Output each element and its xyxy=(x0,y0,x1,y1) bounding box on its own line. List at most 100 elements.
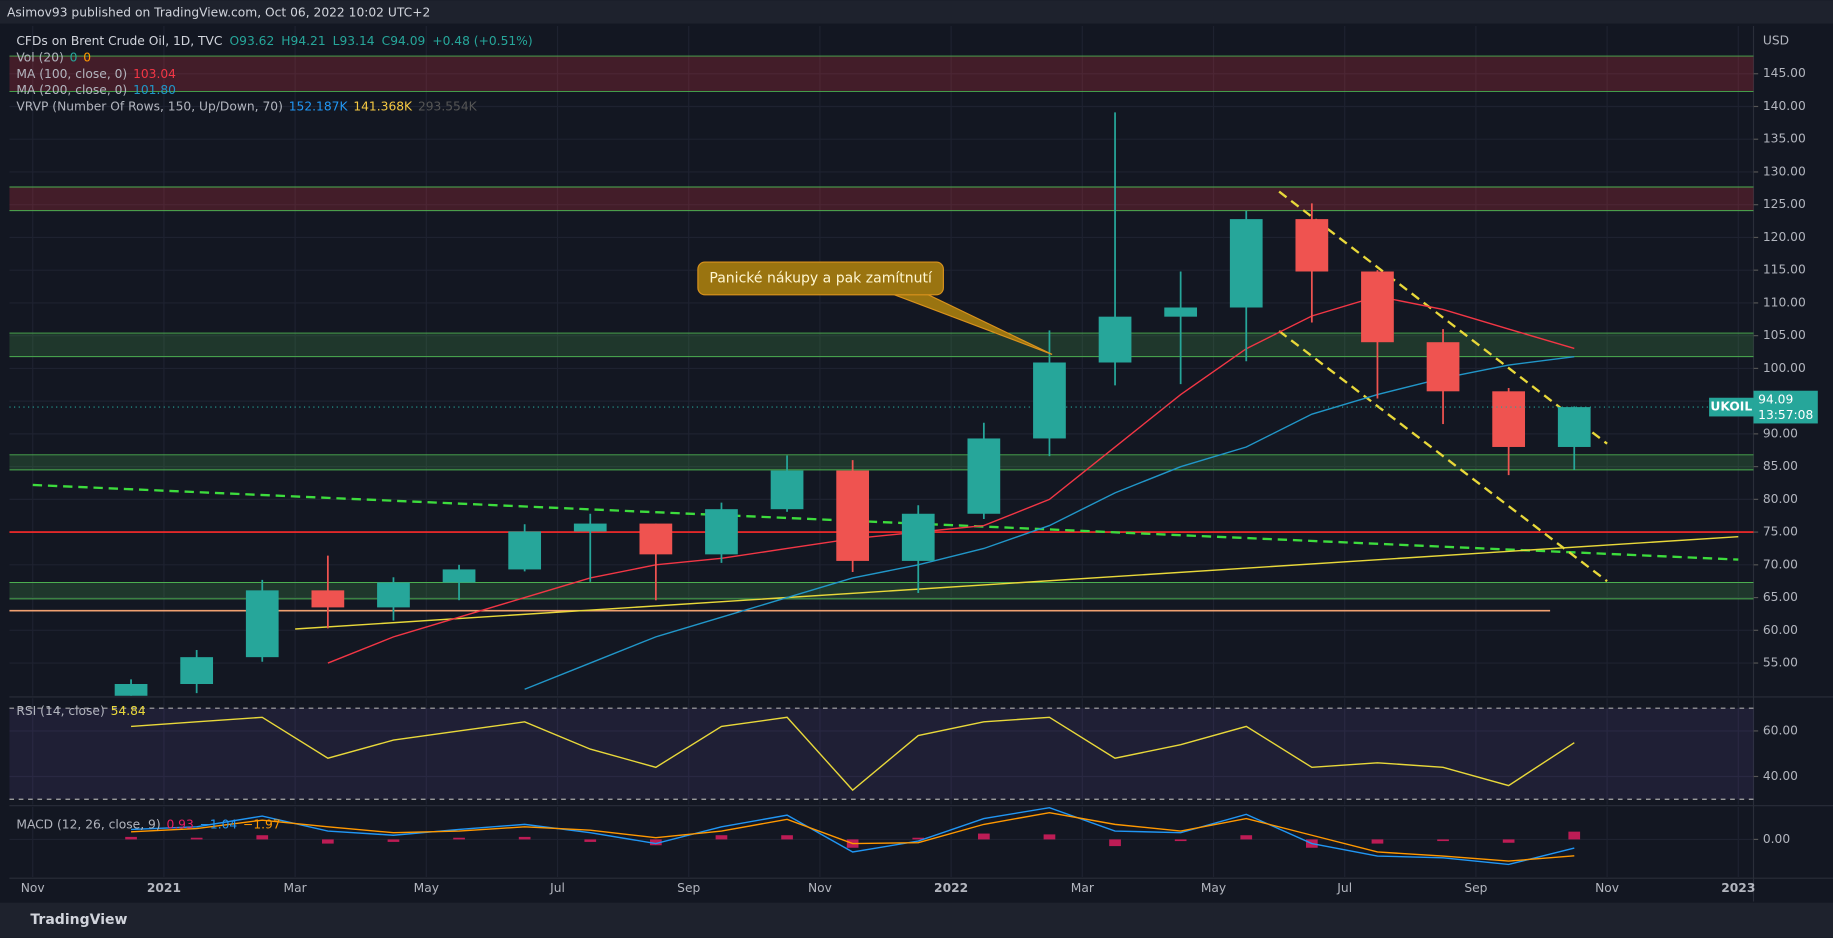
candle-body xyxy=(770,470,804,510)
y-tick-label: 60.00 xyxy=(1763,723,1798,737)
x-tick-label: Sep xyxy=(677,881,700,895)
x-tick-label: 2021 xyxy=(147,881,181,895)
zone xyxy=(9,582,1754,599)
top-bar xyxy=(0,0,1833,24)
histogram-bar xyxy=(584,839,597,842)
legend-value: −1.97 xyxy=(243,817,281,831)
histogram-bar xyxy=(1371,839,1384,844)
histogram-bar xyxy=(1502,839,1515,843)
y-tick-label: 80.00 xyxy=(1763,492,1798,506)
candle-body xyxy=(836,470,870,561)
x-tick-label: May xyxy=(1201,881,1226,895)
series-line xyxy=(131,806,1575,866)
x-tick-label: Mar xyxy=(284,881,308,895)
trendline xyxy=(32,483,1739,561)
y-tick-label: 100.00 xyxy=(1763,361,1806,375)
currency: USD xyxy=(1763,34,1789,48)
y-tick-label: 135.00 xyxy=(1763,132,1806,146)
title: CFDs on Brent Crude Oil, 1D, TVC xyxy=(16,34,222,48)
x-tick-label: Nov xyxy=(21,881,45,895)
histogram-bar xyxy=(715,835,728,840)
histogram-bar xyxy=(322,839,334,844)
histogram-bar xyxy=(1174,839,1187,842)
candle-body xyxy=(967,438,1001,514)
x-tick-label: Jul xyxy=(549,881,565,895)
ohlc-value: O93.62 xyxy=(230,34,275,48)
ohlc-value: C94.09 xyxy=(382,34,426,48)
y-tick-label: 110.00 xyxy=(1763,295,1806,309)
histogram-bar xyxy=(781,835,793,840)
candle-body xyxy=(1492,391,1526,447)
series-line xyxy=(524,355,1575,690)
candle-body xyxy=(901,513,935,561)
volume-value: 0 xyxy=(83,50,91,64)
candle-body xyxy=(1033,362,1066,439)
candle-body xyxy=(114,684,148,696)
zone xyxy=(9,454,1754,470)
candle-body xyxy=(1557,407,1591,447)
candle-body xyxy=(1295,219,1329,272)
x-tick-label: Jul xyxy=(1336,881,1352,895)
annotation: Panické nákupy a pak zamítnutí xyxy=(709,270,933,286)
ohlc-value: L93.14 xyxy=(333,34,375,48)
histogram-bar xyxy=(387,839,400,842)
histogram-bar xyxy=(978,833,990,840)
candle-body xyxy=(1426,342,1460,392)
x-tick-label: Mar xyxy=(1071,881,1095,895)
y-tick-label: 90.00 xyxy=(1763,426,1798,440)
trendline xyxy=(1278,330,1608,583)
y-tick-label: 140.00 xyxy=(1763,99,1806,113)
vrvp-value: 293.554K xyxy=(418,99,478,113)
histogram-bar xyxy=(256,835,269,840)
series-line xyxy=(131,811,1575,862)
vrvp-value: 152.187K xyxy=(289,99,349,113)
y-tick-label: 115.00 xyxy=(1763,263,1806,277)
x-tick-label: Nov xyxy=(1595,881,1619,895)
zone xyxy=(9,56,1754,92)
y-tick-label: 130.00 xyxy=(1763,164,1806,178)
histogram-bar xyxy=(1043,834,1056,840)
candle-body xyxy=(311,590,345,608)
y-tick-label: 85.00 xyxy=(1763,459,1798,473)
legend-title: CFDs on Brent Crude Oil, 1D, TVC O93.62 H9… xyxy=(16,34,532,48)
ohlc-value: H94.21 xyxy=(281,34,325,48)
x-tick-label: 2023 xyxy=(1721,881,1755,895)
candle-body xyxy=(1361,271,1394,343)
y-tick-label: 60.00 xyxy=(1763,623,1798,637)
candle-body xyxy=(1164,307,1198,317)
legend-value: 0.93 xyxy=(166,817,193,831)
histogram-bar xyxy=(1240,835,1253,840)
rsi-pane xyxy=(9,698,1754,805)
y-tick-label: 0.00 xyxy=(1763,832,1790,846)
zone xyxy=(9,333,1754,357)
legend-name: RSI (14, close) xyxy=(16,703,104,717)
x-tick-label: May xyxy=(414,881,439,895)
candle-body xyxy=(1098,316,1132,363)
histogram-bar xyxy=(125,836,137,840)
histogram-bar xyxy=(1437,839,1449,842)
y-tick-label: 55.00 xyxy=(1763,656,1798,670)
legend-row: MA (100, close, 0) 103.04 xyxy=(16,66,176,80)
legend-row: MACD (12, 26, close, 9) 0.93 −1.04 −1.97 xyxy=(16,817,280,831)
candle-body xyxy=(180,657,214,685)
countdown: 13:57:08 xyxy=(1758,408,1813,422)
x-tick-label: 2022 xyxy=(934,881,968,895)
x-tick-label: Sep xyxy=(1464,881,1487,895)
price-pane xyxy=(9,25,1754,696)
candle-body xyxy=(442,569,476,583)
candle-body xyxy=(705,509,738,555)
y-tick-label: 40.00 xyxy=(1763,769,1798,783)
legend-row: Vol (20) 0 0 xyxy=(16,50,91,64)
candle-body xyxy=(639,523,673,555)
legend-value: 103.04 xyxy=(133,66,176,80)
legend-value: −1.04 xyxy=(200,817,238,831)
trendline xyxy=(1278,190,1608,445)
overlay: Panické nákupy a pak zamítnutí Nov 2021 Ma… xyxy=(16,34,1818,895)
legend-name: MACD (12, 26, close, 9) xyxy=(16,817,160,831)
legend-name: MA (200, close, 0) xyxy=(16,83,127,97)
macd-pane xyxy=(9,806,1754,877)
symbol-tag xyxy=(1709,397,1754,417)
y-tick-label: 125.00 xyxy=(1763,197,1806,211)
